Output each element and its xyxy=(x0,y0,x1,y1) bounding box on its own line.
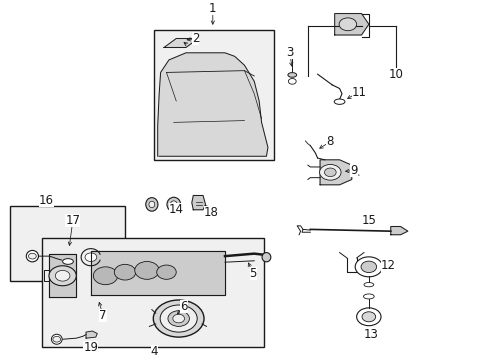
Text: 12: 12 xyxy=(380,259,395,272)
Circle shape xyxy=(114,264,136,280)
Text: 7: 7 xyxy=(99,309,106,322)
Polygon shape xyxy=(163,39,198,48)
Circle shape xyxy=(172,314,184,323)
Circle shape xyxy=(288,78,296,84)
Text: 5: 5 xyxy=(249,267,256,280)
Text: 14: 14 xyxy=(168,203,183,216)
Circle shape xyxy=(319,165,340,180)
Text: 10: 10 xyxy=(387,68,402,81)
Circle shape xyxy=(49,266,76,286)
Polygon shape xyxy=(334,14,368,35)
Text: 11: 11 xyxy=(351,86,366,99)
Polygon shape xyxy=(320,160,351,185)
Circle shape xyxy=(28,253,36,259)
Ellipse shape xyxy=(26,251,39,262)
Ellipse shape xyxy=(287,73,296,77)
Ellipse shape xyxy=(62,258,73,264)
Circle shape xyxy=(153,300,203,337)
Circle shape xyxy=(55,270,70,281)
Circle shape xyxy=(338,18,356,31)
Text: 3: 3 xyxy=(285,46,293,59)
Ellipse shape xyxy=(363,283,373,287)
Bar xyxy=(154,30,273,160)
Polygon shape xyxy=(158,53,267,156)
Ellipse shape xyxy=(333,99,344,104)
Polygon shape xyxy=(86,331,97,338)
Text: 2: 2 xyxy=(192,32,199,45)
Text: 19: 19 xyxy=(83,341,98,354)
Ellipse shape xyxy=(51,334,62,344)
Bar xyxy=(10,206,125,281)
Text: 13: 13 xyxy=(363,328,378,341)
Circle shape xyxy=(360,261,376,273)
Text: 4: 4 xyxy=(150,345,158,358)
Text: 9: 9 xyxy=(350,164,357,177)
Ellipse shape xyxy=(149,201,155,208)
Circle shape xyxy=(354,257,382,277)
Ellipse shape xyxy=(145,198,158,211)
Text: 16: 16 xyxy=(39,194,53,207)
Circle shape xyxy=(53,336,61,342)
Circle shape xyxy=(85,253,97,261)
Circle shape xyxy=(135,261,159,279)
Text: 1: 1 xyxy=(209,3,216,15)
Circle shape xyxy=(167,311,189,327)
Text: 18: 18 xyxy=(203,206,218,219)
Circle shape xyxy=(160,305,197,332)
Polygon shape xyxy=(191,195,205,210)
Circle shape xyxy=(93,267,118,285)
Circle shape xyxy=(324,168,335,177)
Text: 17: 17 xyxy=(65,214,80,227)
Ellipse shape xyxy=(166,197,180,212)
Text: 6: 6 xyxy=(180,300,187,312)
Circle shape xyxy=(356,308,380,326)
Ellipse shape xyxy=(363,294,373,299)
Polygon shape xyxy=(91,251,224,295)
Text: 8: 8 xyxy=(325,135,333,148)
Ellipse shape xyxy=(262,253,270,262)
Ellipse shape xyxy=(170,201,177,208)
Bar xyxy=(42,238,264,347)
Circle shape xyxy=(361,312,375,322)
Circle shape xyxy=(157,265,176,279)
Polygon shape xyxy=(390,226,407,235)
Text: 15: 15 xyxy=(361,214,375,227)
Polygon shape xyxy=(49,255,76,297)
